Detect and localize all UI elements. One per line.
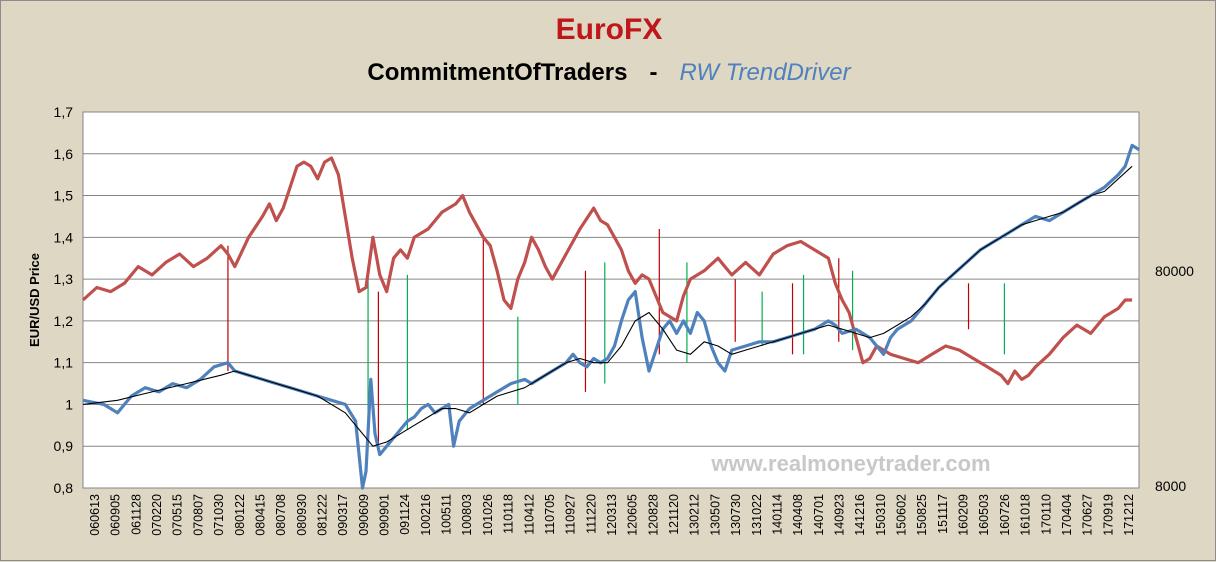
x-tick-label: 170110 [1039, 494, 1053, 535]
x-tick-label: 121120 [667, 494, 681, 535]
subtitle-separator: - [649, 59, 658, 86]
x-tick-label: 161018 [1019, 494, 1033, 536]
y-tick-label: 1,6 [54, 146, 74, 162]
x-tick-label: 110927 [564, 494, 578, 535]
x-tick-label: 110412 [522, 494, 536, 535]
x-tick-label: 150825 [915, 494, 929, 536]
x-tick-label: 131022 [750, 494, 764, 536]
y-tick-label: 1,5 [54, 188, 74, 204]
x-tick-label: 140408 [791, 494, 805, 536]
subtitle-cot: CommitmentOfTraders [367, 59, 628, 86]
x-tick-label: 110705 [543, 494, 557, 535]
subtitle-trenddriver: RW TrendDriver [679, 59, 851, 86]
y2-tick-label: 80000 [1155, 263, 1194, 279]
x-tick-label: 090609 [357, 494, 371, 536]
x-tick-label: 081222 [315, 494, 329, 536]
x-tick-label: 160209 [957, 494, 971, 536]
chart-subtitle: CommitmentOfTraders - RW TrendDriver [1, 59, 1216, 87]
plot-background [82, 111, 1140, 489]
y-tick-label: 1,1 [54, 355, 74, 371]
watermark-text: www.realmoneytrader.com [710, 451, 990, 476]
x-tick-label: 111220 [584, 494, 598, 534]
x-tick-label: 160726 [998, 494, 1012, 536]
x-tick-label: 141216 [853, 494, 867, 536]
x-tick-label: 130212 [688, 494, 702, 536]
x-tick-label: 100803 [460, 494, 474, 536]
x-tick-label: 110118 [502, 494, 516, 534]
series-line-trenddriver [82, 165, 1133, 447]
x-tick-label: 140923 [832, 494, 846, 536]
x-tick-label: 090901 [378, 494, 392, 536]
y-tick-label: 1,3 [54, 271, 74, 287]
x-tick-label: 080415 [253, 494, 267, 536]
x-tick-label: 061128 [129, 494, 143, 535]
x-tick-label: 101026 [481, 494, 495, 536]
y2-tick-label: 8000 [1155, 478, 1186, 494]
x-tick-label: 071030 [212, 494, 226, 536]
x-tick-label: 070515 [171, 494, 185, 536]
x-tick-label: 150310 [874, 494, 888, 536]
x-tick-label: 100216 [419, 494, 433, 536]
x-tick-label: 170404 [1060, 494, 1074, 536]
x-tick-label: 150602 [895, 494, 909, 536]
x-tick-label: 100511 [440, 494, 454, 535]
y-tick-label: 1 [65, 396, 73, 412]
y-tick-label: 1,7 [54, 104, 74, 120]
x-tick-label: 090317 [336, 494, 350, 536]
x-tick-label: 170627 [1081, 494, 1095, 536]
x-tick-label: 151117 [936, 494, 950, 534]
x-tick-label: 120605 [626, 494, 640, 536]
x-tick-label: 120828 [646, 494, 660, 536]
y-tick-label: 1,4 [54, 229, 74, 245]
x-tick-label: 060905 [109, 494, 123, 536]
y-tick-label: 1,2 [54, 313, 74, 329]
x-tick-label: 120313 [605, 494, 619, 536]
x-tick-label: 130507 [708, 494, 722, 536]
x-tick-label: 080708 [274, 494, 288, 536]
x-tick-label: 160503 [977, 494, 991, 536]
x-tick-label: 091124 [398, 494, 412, 535]
y-axis-title: EUR/USD Price [27, 253, 42, 347]
x-tick-label: 060613 [88, 494, 102, 536]
x-tick-label: 070807 [191, 494, 205, 536]
chart-title: EuroFX [555, 13, 663, 46]
x-tick-label: 130730 [729, 494, 743, 536]
x-tick-label: 070220 [150, 494, 164, 536]
y-tick-label: 0,9 [54, 438, 74, 454]
y-tick-label: 0,8 [54, 480, 74, 496]
x-tick-label: 170919 [1101, 494, 1115, 536]
x-tick-label: 140701 [812, 494, 826, 536]
x-tick-label: 171212 [1122, 494, 1136, 536]
x-tick-label: 080122 [233, 494, 247, 536]
x-tick-label: 080930 [295, 494, 309, 536]
series-line-cot [81, 156, 1133, 386]
x-tick-label: 140114 [770, 494, 784, 535]
